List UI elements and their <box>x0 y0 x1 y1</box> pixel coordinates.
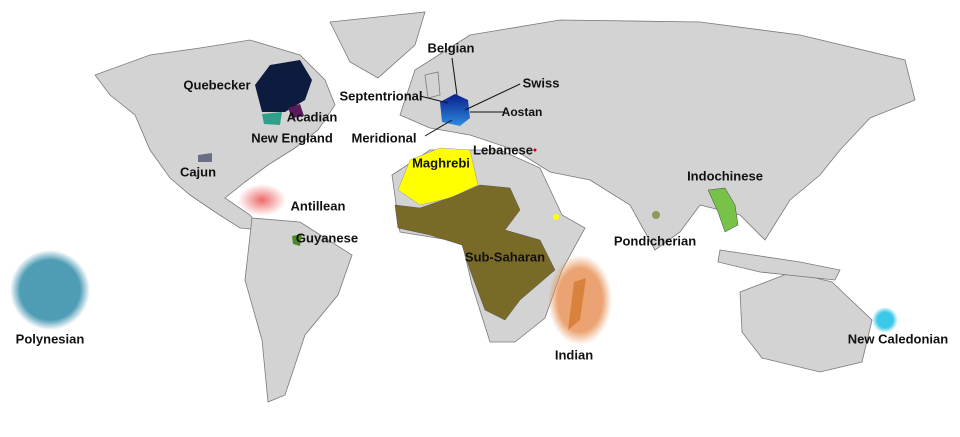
label-aostan: Aostan <box>501 105 543 119</box>
region-antilles <box>238 184 286 216</box>
label-quebecker: Quebecker <box>183 77 251 93</box>
label-guyanese: Guyanese <box>295 230 359 246</box>
label-pondicherian: Pondicherian <box>613 233 697 249</box>
label-septentrional: Septentrional <box>339 88 423 104</box>
region-quebec <box>255 60 312 112</box>
label-antillean: Antillean <box>290 198 346 214</box>
region-madagascar <box>568 278 586 330</box>
region-maghreb <box>397 147 479 206</box>
region-new-england <box>262 112 282 125</box>
south-america <box>244 217 353 403</box>
label-sub-saharan: Sub-Saharan <box>464 249 546 265</box>
label-indochinese: Indochinese <box>687 168 763 184</box>
label-belgian: Belgian <box>427 40 475 56</box>
region-sub-saharan <box>394 184 556 321</box>
label-maghrebi: Maghrebi <box>412 155 470 171</box>
label-acadian: Acadian <box>286 109 338 125</box>
region-guyane <box>292 234 302 246</box>
indonesia <box>717 249 841 281</box>
region-polynesia <box>10 250 90 330</box>
leader-lines <box>419 57 521 137</box>
label-new-england: New England <box>251 130 333 146</box>
australia <box>739 271 873 373</box>
label-polynesian: Polynesian <box>15 331 85 347</box>
label-new-caledonian: New Caledonian <box>847 331 949 347</box>
label-cajun: Cajun <box>179 164 217 180</box>
label-indian: Indian <box>554 347 594 363</box>
label-swiss: Swiss <box>522 75 560 91</box>
label-lebanese: Lebanese <box>473 142 533 158</box>
label-meridional: Meridional <box>351 130 417 146</box>
region-france <box>440 94 470 126</box>
greenland <box>329 11 426 79</box>
region-indochina <box>707 187 739 233</box>
eurasia <box>399 19 916 251</box>
region-lebanon <box>533 148 537 152</box>
region-djibouti <box>553 214 559 220</box>
region-pondicherry <box>652 211 660 219</box>
region-acadia <box>288 104 304 118</box>
francophone-regions <box>10 60 898 345</box>
uk <box>424 71 441 99</box>
region-new-caledonia <box>872 307 898 333</box>
region-cajun <box>198 153 212 162</box>
